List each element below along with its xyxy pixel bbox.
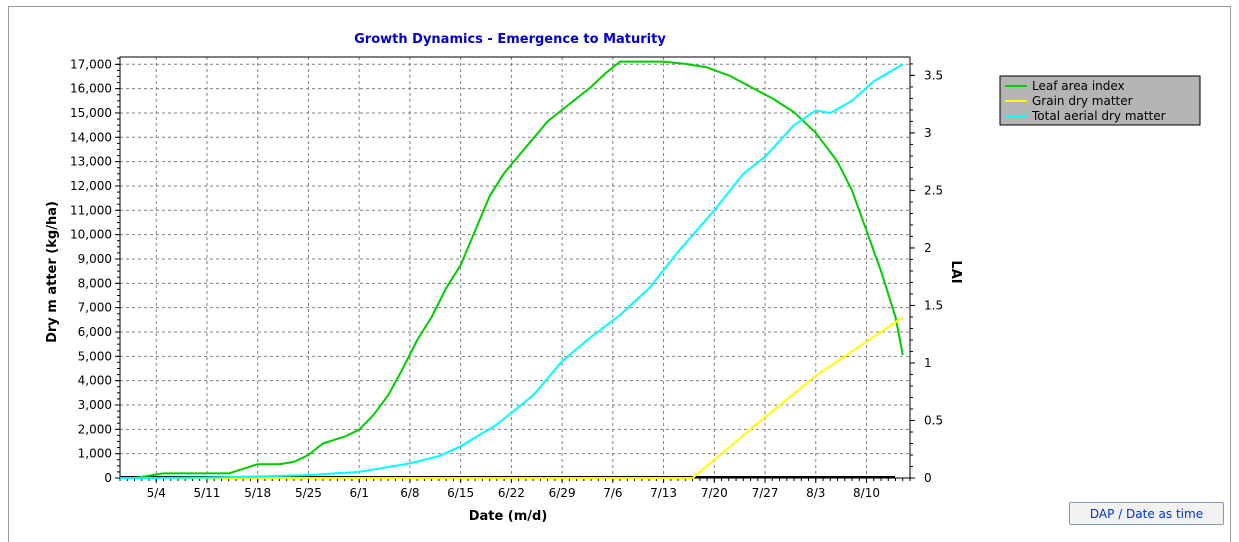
y-tick-label: 5,000	[78, 349, 112, 363]
y2-tick-label: 0.5	[924, 413, 943, 427]
chart-title: Growth Dynamics - Emergence to Maturity	[354, 32, 666, 47]
series-layer	[120, 60, 904, 479]
y-tick-label: 13,000	[70, 155, 112, 169]
y-tick-label: 16,000	[70, 82, 112, 96]
y-tick-label: 1,000	[78, 447, 112, 461]
y2-tick-label: 0	[924, 471, 932, 485]
legend: Leaf area index Grain dry matter Total a…	[999, 75, 1201, 126]
y-tick-label: 2,000	[78, 422, 112, 436]
y-tick-label: 14,000	[70, 130, 112, 144]
x-tick-label: 7/27	[752, 486, 779, 500]
x-tick-label: 6/8	[400, 486, 419, 500]
y-tick-label: 12,000	[70, 179, 112, 193]
y-tick-label: 6,000	[78, 325, 112, 339]
legend-box	[999, 75, 1201, 126]
y2-tick-label: 1.5	[924, 298, 943, 312]
x-tick-label: 7/20	[701, 486, 728, 500]
x-tick-label: 7/13	[650, 486, 677, 500]
y-tick-label: 3,000	[78, 398, 112, 412]
legend-label-lai: Leaf area index	[1032, 79, 1125, 93]
y-tick-label: 7,000	[78, 301, 112, 315]
x-tick-label: 6/29	[549, 486, 576, 500]
plot-area	[119, 56, 911, 479]
legend-label-total: Total aerial dry matter	[1031, 109, 1166, 123]
y2-tick-label: 3.5	[924, 68, 943, 82]
y-tick-label: 9,000	[78, 252, 112, 266]
x-tick-label: 8/3	[806, 486, 825, 500]
total-dry-matter-series-line	[120, 63, 904, 479]
x-tick-label: 6/1	[350, 486, 369, 500]
x-tick-label: 7/6	[603, 486, 622, 500]
x-tick-label: 8/10	[853, 486, 880, 500]
y2-tick-label: 3	[924, 126, 932, 140]
x-tick-label: 5/11	[193, 486, 220, 500]
legend-label-grain: Grain dry matter	[1032, 94, 1133, 108]
y-tick-label: 15,000	[70, 106, 112, 120]
y2-axis-label: LAI	[948, 260, 963, 283]
y-tick-label: 10,000	[70, 228, 112, 242]
dap-date-toggle-button[interactable]: DAP / Date as time	[1069, 502, 1224, 525]
x-tick-label: 5/18	[244, 486, 271, 500]
y-tick-label: 17,000	[70, 57, 112, 71]
y-tick-label: 8,000	[78, 276, 112, 290]
x-axis: 5/4 5/11 5/18 5/25 6/1 6/8 6/15 6/22 6/29 7/6 7/13…	[119, 478, 911, 500]
y-tick-label: 4,000	[78, 374, 112, 388]
y-axis-label: Dry m atter (kg/ha)	[45, 201, 60, 343]
y-axis-right: 0 0.5 1 1.5 2 2.5 3 3.5	[910, 63, 943, 485]
y-axis-left: 0 1,000 2,000 3,000 4,000 5,000 6,000 7,000 8,00…	[70, 57, 120, 485]
x-tick-label: 5/4	[147, 486, 166, 500]
y-tick-label: 11,000	[70, 203, 112, 217]
x-tick-label: 6/15	[447, 486, 474, 500]
x-tick-label: 6/22	[498, 486, 525, 500]
x-tick-label: 5/25	[295, 486, 322, 500]
lai-series-line	[120, 60, 904, 479]
y2-tick-label: 2	[924, 241, 932, 255]
x-axis-label: Date (m/d)	[469, 509, 548, 524]
y2-tick-label: 2.5	[924, 183, 943, 197]
y-tick-label: 0	[104, 471, 112, 485]
grain-series-line	[120, 316, 904, 479]
grid	[120, 57, 910, 478]
y2-tick-label: 1	[924, 356, 932, 370]
chart-frame	[8, 6, 1231, 542]
